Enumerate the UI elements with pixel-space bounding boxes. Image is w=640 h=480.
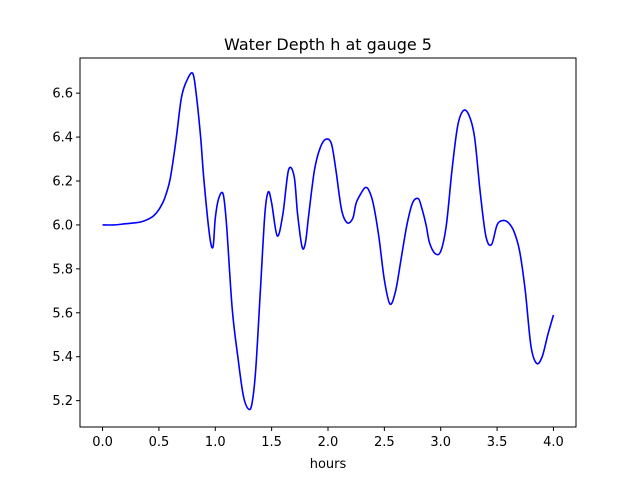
- x-axis-label: hours: [310, 457, 347, 472]
- y-tick-label: 5.2: [52, 394, 73, 409]
- x-tick-label: 1.5: [261, 435, 282, 450]
- y-tick-label: 6.2: [52, 175, 73, 190]
- x-tick-label: 4.0: [543, 435, 564, 450]
- plot-layer: [102, 72, 555, 411]
- series-line: [102, 72, 555, 411]
- x-tick-label: 2.0: [318, 435, 339, 450]
- x-tick-label: 0.0: [92, 435, 113, 450]
- y-tick-label: 5.4: [52, 350, 73, 365]
- plot-frame: [79, 57, 577, 428]
- x-tick-label: 3.0: [430, 435, 451, 450]
- y-tick-label: 6.4: [52, 131, 73, 146]
- x-tick-label: 1.0: [205, 435, 226, 450]
- y-tick-label: 5.6: [52, 306, 73, 321]
- x-axis-ticks: 0.0 0.5 1.0 1.5 2.0 2.5 3.0 3.5 4.0: [92, 427, 564, 450]
- x-tick-label: 2.5: [374, 435, 395, 450]
- y-tick-label: 5.8: [52, 262, 73, 277]
- x-tick-label: 3.5: [487, 435, 508, 450]
- y-tick-label: 6.0: [52, 218, 73, 233]
- x-tick-label: 0.5: [149, 435, 170, 450]
- y-tick-label: 6.6: [52, 87, 73, 102]
- y-axis-ticks: 5.2 5.4 5.6 5.8 6.0 6.2 6.4 6.6: [52, 87, 80, 409]
- chart-title: Water Depth h at gauge 5: [224, 35, 432, 54]
